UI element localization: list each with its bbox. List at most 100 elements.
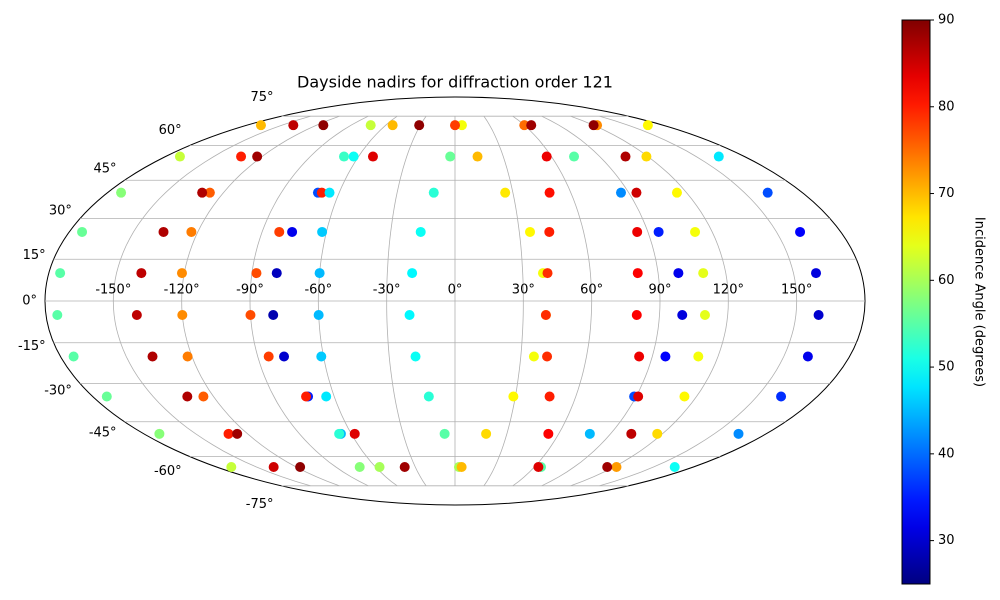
data-point [182, 351, 193, 362]
data-point [631, 309, 642, 320]
data-point [77, 226, 88, 237]
colorbar-tick-label: 70 [938, 186, 955, 201]
data-point [428, 187, 439, 198]
x-tick-label: -150° [95, 283, 131, 298]
y-tick-label: -15° [18, 339, 46, 354]
grid-line [570, 115, 729, 487]
data-point [481, 428, 492, 439]
data-point [404, 309, 415, 320]
data-point [182, 391, 193, 402]
data-point [439, 428, 450, 439]
data-point [324, 187, 335, 198]
data-point [542, 268, 553, 279]
data-point [615, 187, 626, 198]
x-tick-label: 90° [648, 283, 671, 298]
data-point [525, 226, 536, 237]
y-tick-label: -75° [246, 497, 274, 512]
y-tick-label: -60° [154, 464, 182, 479]
data-point [762, 187, 773, 198]
data-point [620, 151, 631, 162]
y-tick-label: 60° [159, 123, 182, 138]
data-point [690, 226, 701, 237]
data-point [365, 120, 376, 131]
data-point [131, 309, 142, 320]
colorbar-tick-label: 60 [938, 273, 955, 288]
data-point [543, 428, 554, 439]
data-point [811, 268, 822, 279]
data-point [399, 462, 410, 473]
data-point [407, 268, 418, 279]
y-tick-label: 30° [49, 204, 72, 219]
grid-line [249, 115, 369, 487]
data-point [526, 120, 537, 131]
x-tick-label: 0° [448, 283, 463, 298]
data-point [268, 309, 279, 320]
data-point [316, 187, 327, 198]
data-point [633, 391, 644, 402]
data-point [677, 309, 688, 320]
colorbar-tick-label: 90 [938, 13, 955, 28]
data-point [263, 351, 274, 362]
data-point [334, 428, 345, 439]
data-point [288, 120, 299, 131]
data-point [374, 462, 385, 473]
data-point [55, 268, 66, 279]
data-point [519, 120, 530, 131]
grid-line [599, 115, 798, 487]
data-point [733, 428, 744, 439]
data-point [245, 309, 256, 320]
data-point [541, 151, 552, 162]
grid-line [512, 115, 593, 487]
data-point [255, 120, 266, 131]
data-point [186, 226, 197, 237]
data-point [584, 428, 595, 439]
data-point [232, 428, 243, 439]
data-point [116, 187, 127, 198]
data-point [274, 226, 285, 237]
data-point [252, 151, 263, 162]
data-point [236, 151, 247, 162]
data-point [693, 351, 704, 362]
y-tick-label: 75° [250, 90, 273, 105]
data-point [415, 226, 426, 237]
x-tick-label: -90° [236, 283, 264, 298]
data-point [321, 391, 332, 402]
grid-line [386, 115, 427, 487]
data-point [197, 187, 208, 198]
data-point [450, 120, 460, 131]
data-point [544, 187, 555, 198]
data-point [802, 351, 813, 362]
data-point [204, 187, 215, 198]
data-point [68, 351, 79, 362]
colorbar-tick-label: 30 [938, 533, 955, 548]
data-point [508, 391, 519, 402]
data-point [626, 428, 637, 439]
data-point [295, 462, 306, 473]
grid-line [112, 115, 311, 487]
data-point [632, 268, 643, 279]
data-point [354, 462, 365, 473]
colorbar-tick-label: 80 [938, 99, 955, 114]
data-point [387, 120, 398, 131]
data-point [136, 268, 147, 279]
data-point [569, 151, 580, 162]
data-point [414, 120, 425, 131]
x-tick-label: 150° [781, 283, 812, 298]
colorbar-tick-label: 40 [938, 446, 955, 461]
y-tick-label: 0° [22, 294, 37, 309]
y-tick-label: -30° [44, 383, 72, 398]
data-point [671, 187, 682, 198]
data-point [313, 309, 324, 320]
data-point [588, 120, 599, 131]
colorbar-label: Incidence Angle (degrees) [972, 217, 987, 387]
chart-title: Dayside nadirs for diffraction order 121 [297, 73, 613, 92]
data-point [611, 462, 622, 473]
data-point [154, 428, 165, 439]
data-point [177, 309, 188, 320]
y-tick-label: 45° [94, 161, 117, 176]
y-tick-label: 15° [23, 248, 46, 263]
data-point [679, 391, 690, 402]
data-point [223, 428, 234, 439]
data-point [316, 351, 327, 362]
colorbar-tick-label: 50 [938, 360, 955, 375]
